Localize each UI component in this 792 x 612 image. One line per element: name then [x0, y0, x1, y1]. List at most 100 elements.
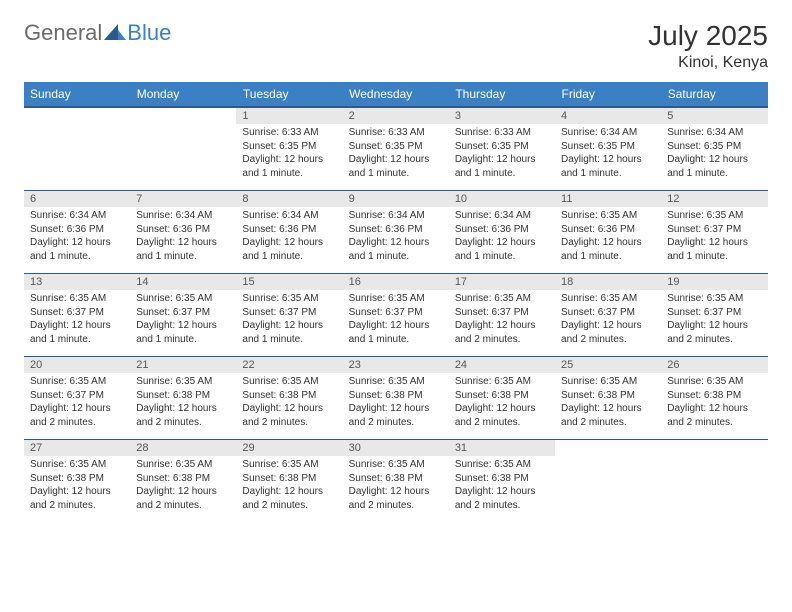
day-number: 2: [343, 108, 449, 124]
weekday-header: Thursday: [449, 82, 555, 107]
day-sunset: Sunset: 6:35 PM: [667, 140, 761, 154]
day-number: 6: [24, 191, 130, 207]
day-sunrise: Sunrise: 6:34 AM: [455, 209, 549, 223]
day-content: Sunrise: 6:35 AMSunset: 6:37 PMDaylight:…: [555, 290, 661, 350]
weekday-header: Wednesday: [343, 82, 449, 107]
day-daylight: Daylight: 12 hours and 2 minutes.: [136, 402, 230, 429]
calendar-day: 28Sunrise: 6:35 AMSunset: 6:38 PMDayligh…: [130, 440, 236, 523]
day-content: Sunrise: 6:35 AMSunset: 6:38 PMDaylight:…: [661, 373, 767, 433]
calendar-day: ....: [661, 440, 767, 523]
day-content: Sunrise: 6:34 AMSunset: 6:35 PMDaylight:…: [661, 124, 767, 184]
day-sunrise: Sunrise: 6:35 AM: [30, 292, 124, 306]
day-daylight: Daylight: 12 hours and 1 minute.: [30, 236, 124, 263]
calendar-day: 26Sunrise: 6:35 AMSunset: 6:38 PMDayligh…: [661, 357, 767, 440]
day-daylight: Daylight: 12 hours and 2 minutes.: [242, 402, 336, 429]
calendar-day: ....: [555, 440, 661, 523]
day-sunset: Sunset: 6:35 PM: [455, 140, 549, 154]
day-content: Sunrise: 6:35 AMSunset: 6:38 PMDaylight:…: [236, 373, 342, 433]
day-daylight: Daylight: 12 hours and 1 minute.: [667, 153, 761, 180]
day-content: Sunrise: 6:35 AMSunset: 6:37 PMDaylight:…: [449, 290, 555, 350]
day-daylight: Daylight: 12 hours and 1 minute.: [136, 236, 230, 263]
day-sunset: Sunset: 6:36 PM: [455, 223, 549, 237]
day-daylight: Daylight: 12 hours and 1 minute.: [349, 319, 443, 346]
calendar-day: 18Sunrise: 6:35 AMSunset: 6:37 PMDayligh…: [555, 274, 661, 357]
day-sunrise: Sunrise: 6:35 AM: [561, 375, 655, 389]
calendar-day: 14Sunrise: 6:35 AMSunset: 6:37 PMDayligh…: [130, 274, 236, 357]
day-content: Sunrise: 6:33 AMSunset: 6:35 PMDaylight:…: [343, 124, 449, 184]
day-sunset: Sunset: 6:37 PM: [455, 306, 549, 320]
day-sunrise: Sunrise: 6:35 AM: [242, 375, 336, 389]
day-number: 31: [449, 440, 555, 456]
calendar-day: 27Sunrise: 6:35 AMSunset: 6:38 PMDayligh…: [24, 440, 130, 523]
day-daylight: Daylight: 12 hours and 1 minute.: [455, 153, 549, 180]
day-sunrise: Sunrise: 6:35 AM: [561, 292, 655, 306]
header: GeneralBlue July 2025 Kinoi, Kenya: [24, 20, 768, 72]
day-daylight: Daylight: 12 hours and 2 minutes.: [667, 319, 761, 346]
day-content: Sunrise: 6:35 AMSunset: 6:38 PMDaylight:…: [343, 373, 449, 433]
weekday-header: Friday: [555, 82, 661, 107]
day-content: Sunrise: 6:35 AMSunset: 6:37 PMDaylight:…: [130, 290, 236, 350]
day-content: Sunrise: 6:35 AMSunset: 6:38 PMDaylight:…: [24, 456, 130, 516]
day-number: 11: [555, 191, 661, 207]
calendar-week: 13Sunrise: 6:35 AMSunset: 6:37 PMDayligh…: [24, 274, 768, 357]
day-sunset: Sunset: 6:38 PM: [30, 472, 124, 486]
day-number: 19: [661, 274, 767, 290]
day-content: Sunrise: 6:35 AMSunset: 6:37 PMDaylight:…: [24, 373, 130, 433]
day-number: 9: [343, 191, 449, 207]
day-number: 4: [555, 108, 661, 124]
month-title: July 2025: [648, 20, 768, 52]
day-daylight: Daylight: 12 hours and 1 minute.: [242, 319, 336, 346]
day-number: 26: [661, 357, 767, 373]
day-number: 16: [343, 274, 449, 290]
calendar-day: 9Sunrise: 6:34 AMSunset: 6:36 PMDaylight…: [343, 191, 449, 274]
day-sunset: Sunset: 6:37 PM: [561, 306, 655, 320]
day-daylight: Daylight: 12 hours and 2 minutes.: [455, 402, 549, 429]
day-sunrise: Sunrise: 6:35 AM: [455, 375, 549, 389]
day-content: Sunrise: 6:35 AMSunset: 6:38 PMDaylight:…: [555, 373, 661, 433]
day-sunset: Sunset: 6:38 PM: [136, 472, 230, 486]
day-number: 14: [130, 274, 236, 290]
day-sunrise: Sunrise: 6:35 AM: [455, 292, 549, 306]
day-sunset: Sunset: 6:37 PM: [30, 389, 124, 403]
day-content: Sunrise: 6:35 AMSunset: 6:36 PMDaylight:…: [555, 207, 661, 267]
day-sunrise: Sunrise: 6:34 AM: [667, 126, 761, 140]
calendar-day: 16Sunrise: 6:35 AMSunset: 6:37 PMDayligh…: [343, 274, 449, 357]
day-sunrise: Sunrise: 6:35 AM: [349, 375, 443, 389]
day-content: Sunrise: 6:34 AMSunset: 6:36 PMDaylight:…: [24, 207, 130, 267]
day-daylight: Daylight: 12 hours and 1 minute.: [349, 153, 443, 180]
calendar-day: 30Sunrise: 6:35 AMSunset: 6:38 PMDayligh…: [343, 440, 449, 523]
calendar-day: 10Sunrise: 6:34 AMSunset: 6:36 PMDayligh…: [449, 191, 555, 274]
day-sunset: Sunset: 6:38 PM: [242, 389, 336, 403]
day-sunset: Sunset: 6:38 PM: [455, 389, 549, 403]
day-sunrise: Sunrise: 6:33 AM: [349, 126, 443, 140]
day-number: 27: [24, 440, 130, 456]
calendar-day: 24Sunrise: 6:35 AMSunset: 6:38 PMDayligh…: [449, 357, 555, 440]
day-number: 23: [343, 357, 449, 373]
calendar-day: 2Sunrise: 6:33 AMSunset: 6:35 PMDaylight…: [343, 107, 449, 191]
logo-text-2: Blue: [127, 20, 171, 46]
day-sunrise: Sunrise: 6:34 AM: [242, 209, 336, 223]
day-sunrise: Sunrise: 6:35 AM: [30, 375, 124, 389]
logo-text-1: General: [24, 20, 102, 46]
day-number: 5: [661, 108, 767, 124]
weekday-header: Sunday: [24, 82, 130, 107]
day-content: Sunrise: 6:33 AMSunset: 6:35 PMDaylight:…: [236, 124, 342, 184]
day-number: 25: [555, 357, 661, 373]
day-daylight: Daylight: 12 hours and 2 minutes.: [561, 402, 655, 429]
calendar-day: 8Sunrise: 6:34 AMSunset: 6:36 PMDaylight…: [236, 191, 342, 274]
day-sunrise: Sunrise: 6:35 AM: [667, 292, 761, 306]
day-number: 18: [555, 274, 661, 290]
day-sunrise: Sunrise: 6:33 AM: [455, 126, 549, 140]
day-sunset: Sunset: 6:38 PM: [349, 472, 443, 486]
day-number: 3: [449, 108, 555, 124]
day-content: Sunrise: 6:35 AMSunset: 6:37 PMDaylight:…: [661, 207, 767, 267]
calendar-week: ........1Sunrise: 6:33 AMSunset: 6:35 PM…: [24, 107, 768, 191]
day-content: Sunrise: 6:35 AMSunset: 6:37 PMDaylight:…: [236, 290, 342, 350]
calendar-day: ....: [130, 107, 236, 191]
day-daylight: Daylight: 12 hours and 1 minute.: [455, 236, 549, 263]
day-sunset: Sunset: 6:36 PM: [136, 223, 230, 237]
calendar-day: 15Sunrise: 6:35 AMSunset: 6:37 PMDayligh…: [236, 274, 342, 357]
calendar-day: 11Sunrise: 6:35 AMSunset: 6:36 PMDayligh…: [555, 191, 661, 274]
calendar-day: ....: [24, 107, 130, 191]
day-sunset: Sunset: 6:36 PM: [30, 223, 124, 237]
